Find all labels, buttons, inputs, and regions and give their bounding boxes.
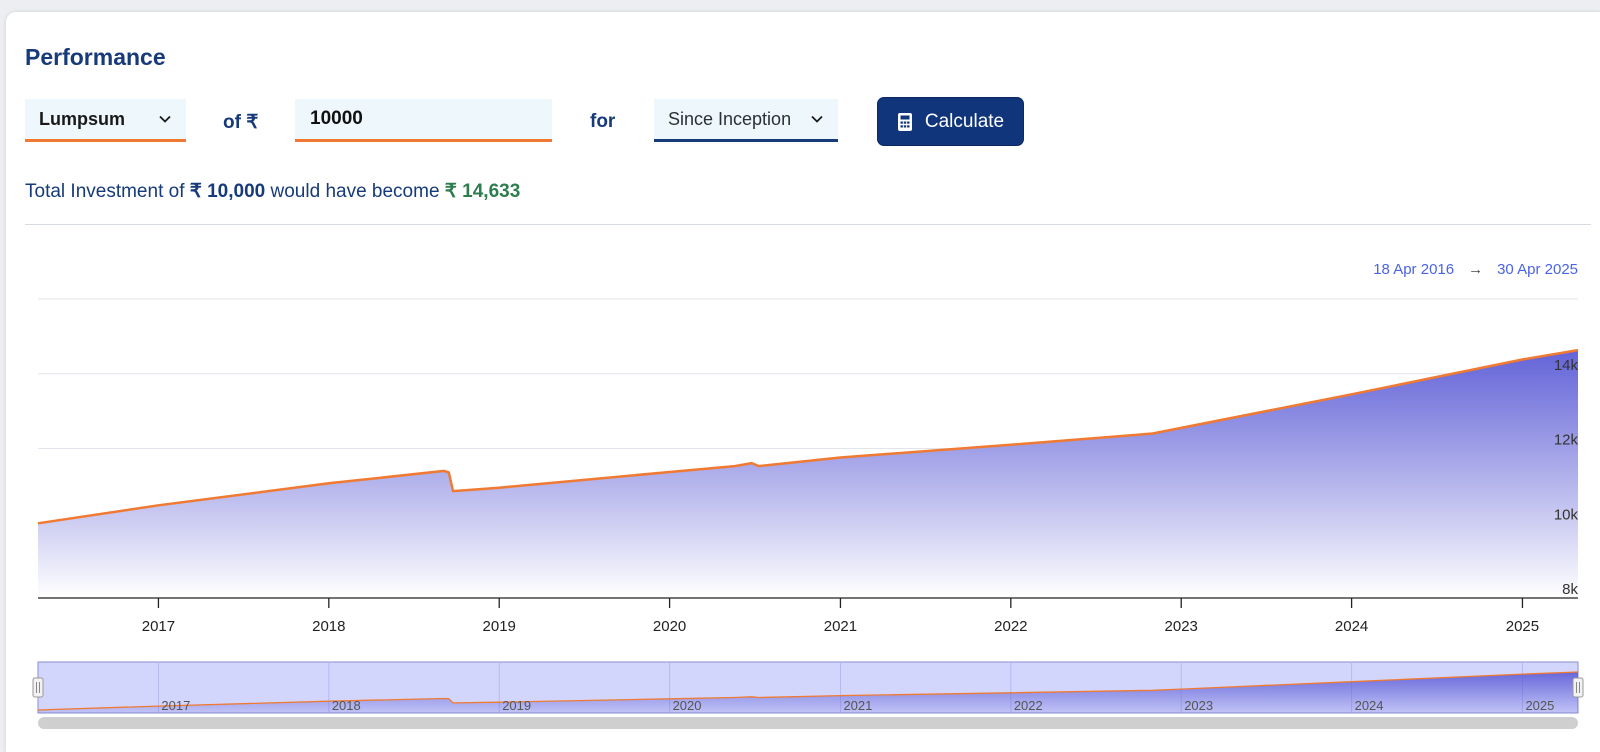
period-dropdown[interactable]: Since Inception <box>654 99 838 142</box>
chevron-down-icon <box>159 115 171 123</box>
date-range[interactable]: 18 Apr 2016 → 30 Apr 2025 <box>1373 261 1578 278</box>
navigator-tick-label: 2021 <box>843 698 872 713</box>
navigator-line <box>37 671 1579 711</box>
y-tick-label: 12k <box>1554 432 1579 449</box>
page-title: Performance <box>25 44 166 70</box>
navigator-tick-label: 2020 <box>673 698 702 713</box>
navigator-handle-left[interactable] <box>32 677 44 698</box>
amount-input[interactable] <box>295 99 552 142</box>
series-line <box>37 348 1579 525</box>
navigator-tick-label: 2024 <box>1355 698 1384 713</box>
navigator-tick-label: 2018 <box>332 698 361 713</box>
navigator-tick-label: 2019 <box>502 698 531 713</box>
x-tick-label: 2025 <box>1506 618 1539 635</box>
of-rupee-label: of ₹ <box>223 112 259 133</box>
x-tick-label: 2018 <box>312 618 345 635</box>
y-tick-label: 14k <box>1554 357 1579 374</box>
investment-mode-value: Lumpsum <box>39 108 126 129</box>
y-tick-label: 8k <box>1562 581 1578 598</box>
navigator-tick-label: 2025 <box>1525 698 1554 713</box>
period-value: Since Inception <box>668 108 792 129</box>
summary-middle: would have become <box>270 181 440 202</box>
navigator-area <box>38 672 1578 713</box>
x-tick-label: 2020 <box>653 618 686 635</box>
y-tick-label: 10k <box>1554 506 1579 523</box>
navigator-tick-label: 2017 <box>161 698 190 713</box>
divider <box>25 224 1591 225</box>
x-tick-label: 2021 <box>824 618 857 635</box>
range-from[interactable]: 18 Apr 2016 <box>1373 261 1455 278</box>
x-tick-label: 2019 <box>483 618 516 635</box>
summary-prefix: Total Investment of <box>25 181 185 202</box>
investment-mode-dropdown[interactable]: Lumpsum <box>25 99 186 142</box>
controls-row: Lumpsum of ₹ for Since Inception Calcula… <box>0 97 1600 147</box>
chevron-down-icon <box>811 115 823 123</box>
x-tick-label: 2024 <box>1335 618 1368 635</box>
navigator-handle-right[interactable] <box>1572 677 1584 698</box>
x-tick-label: 2017 <box>142 618 175 635</box>
navigator-tick-label: 2022 <box>1014 698 1043 713</box>
range-to[interactable]: 30 Apr 2025 <box>1497 261 1578 278</box>
result-amount: ₹ 14,633 <box>444 181 521 202</box>
calculate-button[interactable]: Calculate <box>877 97 1024 146</box>
arrow-right-icon: → <box>1468 261 1484 278</box>
calculator-icon <box>897 112 912 131</box>
x-tick-label: 2023 <box>1165 618 1198 635</box>
navigator-tick-label: 2023 <box>1184 698 1213 713</box>
navigator-scrollbar[interactable] <box>38 717 1578 729</box>
for-label: for <box>590 111 616 132</box>
calculate-label: Calculate <box>924 110 1005 132</box>
investment-summary: Total Investment of ₹ 10,000 would have … <box>25 180 520 203</box>
x-tick-label: 2022 <box>994 618 1027 635</box>
invested-amount: ₹ 10,000 <box>189 181 266 202</box>
series-area <box>38 350 1578 598</box>
